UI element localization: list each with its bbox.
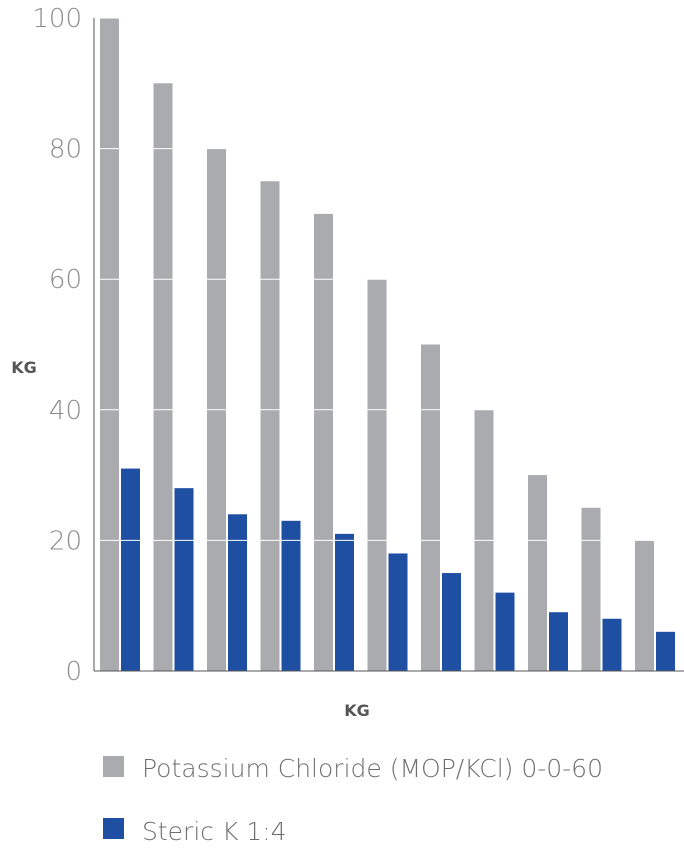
y-tick-label: 100	[32, 4, 82, 34]
legend-label-kcl: Potassium Chloride (MOP/KCl) 0-0-60	[142, 754, 603, 783]
bar-kcl	[367, 279, 387, 671]
bar-kcl	[100, 18, 119, 671]
bar-kcl	[153, 83, 173, 672]
legend-swatch-kcl	[103, 756, 124, 777]
gridlines	[94, 17, 684, 541]
bar-steric-k	[495, 592, 515, 671]
bar-kcl	[421, 344, 440, 671]
bar-steric-k	[121, 468, 140, 671]
bar-kcl	[581, 507, 601, 671]
bar-steric-k	[656, 631, 675, 671]
bar-steric-k	[281, 520, 301, 671]
bar-steric-k	[388, 553, 408, 671]
bar-steric-k	[602, 618, 622, 671]
y-tick-label: 80	[49, 135, 82, 165]
bar-steric-k	[174, 488, 194, 671]
x-axis-title: KG	[344, 701, 370, 720]
y-axis-title: KG	[11, 358, 37, 377]
bar-kcl	[635, 540, 654, 671]
legend-swatch-steric-k	[103, 818, 124, 839]
bar-steric-k	[335, 533, 354, 671]
legend-label-steric-k: Steric K 1:4	[142, 817, 287, 846]
bar-steric-k	[549, 612, 568, 671]
legend: Potassium Chloride (MOP/KCl) 0-0-60 Ster…	[103, 754, 603, 846]
bar-kcl	[528, 475, 547, 671]
bars	[100, 18, 675, 672]
bar-kcl	[260, 181, 280, 671]
y-tick-label: 0	[65, 657, 82, 687]
y-tick-label: 60	[49, 265, 82, 295]
y-tick-label: 20	[49, 526, 82, 556]
bar-steric-k	[228, 514, 247, 671]
bar-kcl	[314, 213, 333, 671]
axes	[93, 18, 684, 672]
bar-steric-k	[442, 573, 461, 671]
y-tick-label: 40	[49, 396, 82, 426]
y-tick-labels: 0 20 40 60 80 100	[32, 4, 82, 687]
